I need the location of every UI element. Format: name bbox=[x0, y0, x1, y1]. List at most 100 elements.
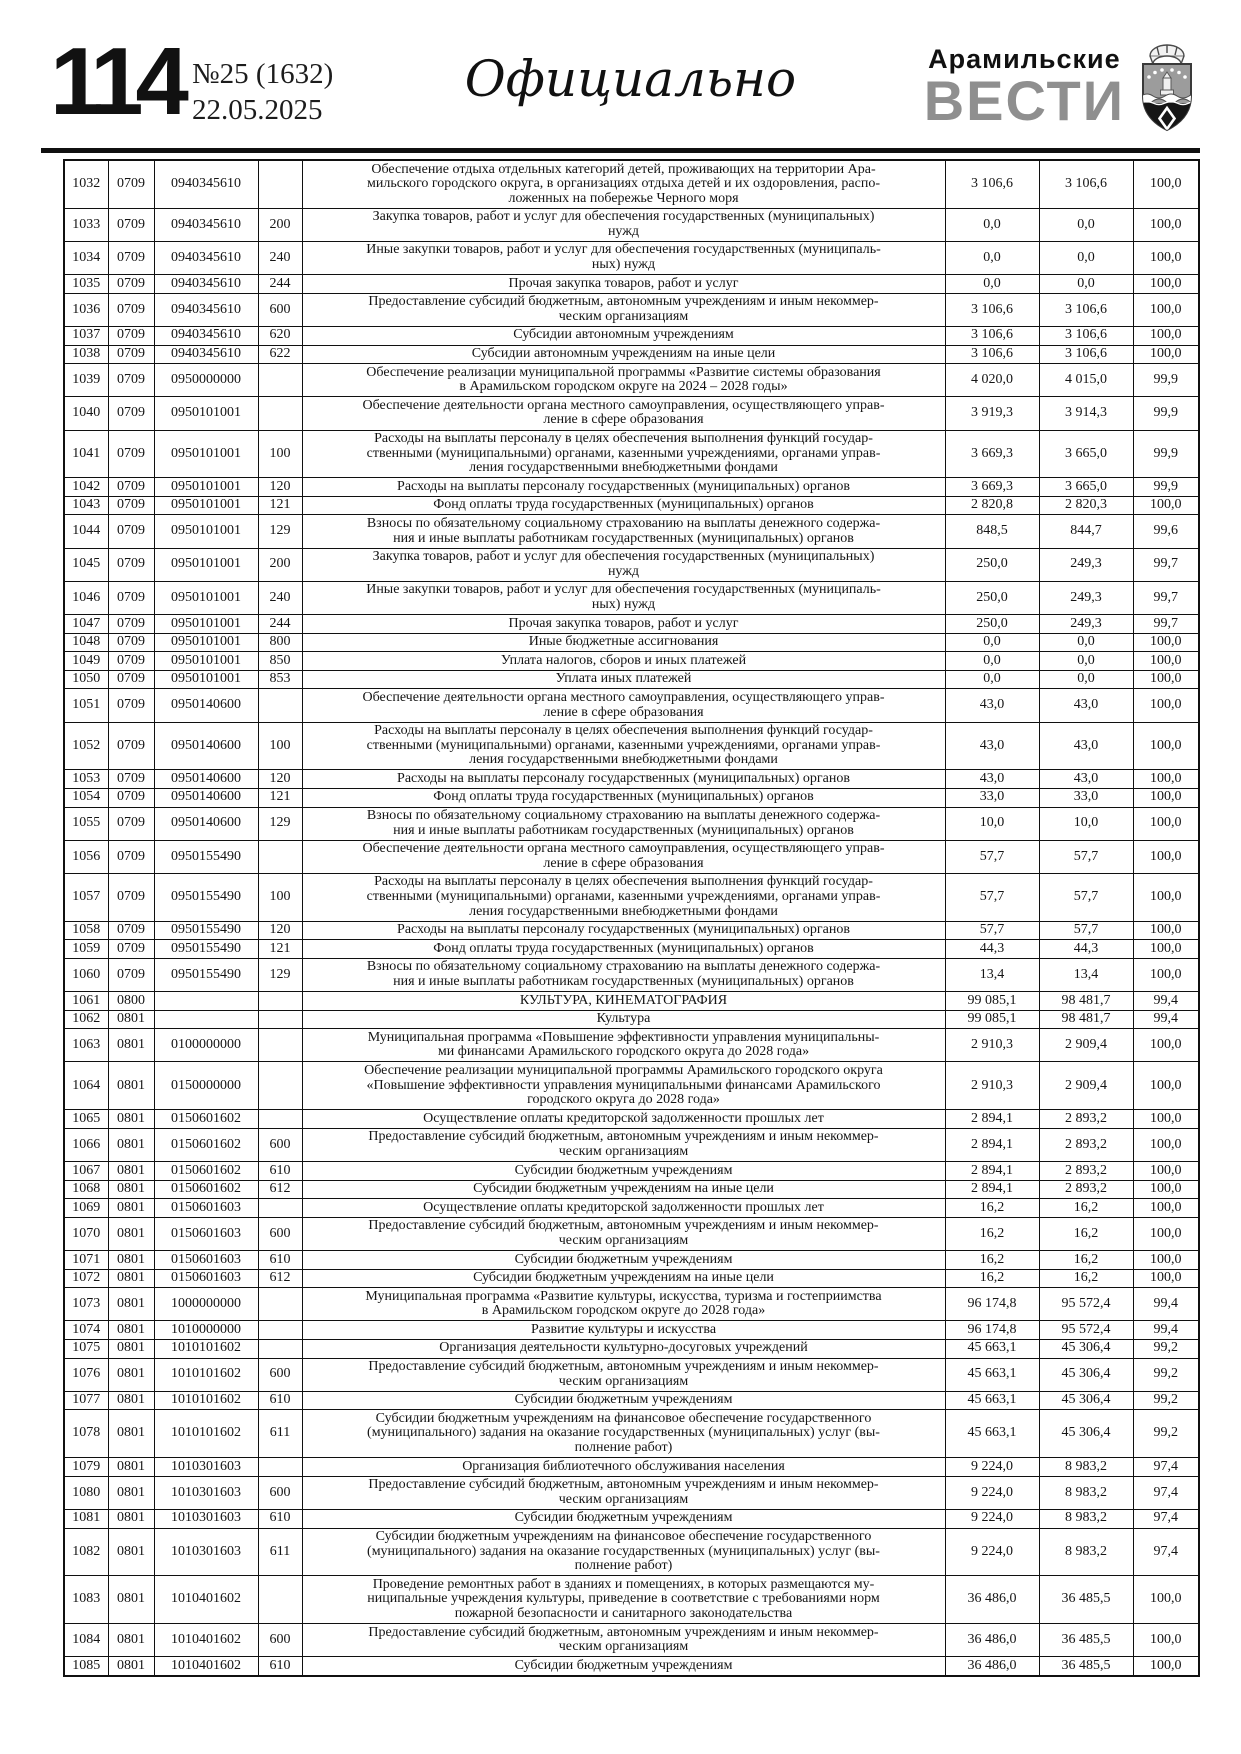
expense-type-code bbox=[257, 1338, 303, 1359]
expense-type-code: 610 bbox=[257, 1390, 303, 1411]
issue-block: №25 (1632) 22.05.2025 bbox=[192, 56, 333, 128]
section-code: 0801 bbox=[107, 1338, 155, 1359]
expense-name: Развитие культуры и искусства bbox=[301, 1320, 946, 1340]
executed-amount: 844,7 bbox=[1038, 514, 1134, 549]
expense-name: Муниципальная программа «Повышение эффек… bbox=[301, 1028, 946, 1063]
percent-executed: 100,0 bbox=[1132, 159, 1200, 209]
percent-executed: 99,9 bbox=[1132, 363, 1200, 398]
target-item-code: 1010401602 bbox=[153, 1656, 259, 1677]
table-row: 1046 0709 0950101001 240 Иные закупки товаро… bbox=[63, 580, 1200, 616]
expense-type-code: 100 bbox=[257, 721, 303, 771]
section-code: 0801 bbox=[107, 1409, 155, 1459]
section-code: 0709 bbox=[107, 240, 155, 276]
row-number: 1078 bbox=[63, 1409, 109, 1459]
target-item-code: 0950155490 bbox=[153, 872, 259, 922]
executed-amount: 43,0 bbox=[1038, 688, 1134, 723]
expense-type-code bbox=[257, 1320, 303, 1340]
executed-amount: 8 983,2 bbox=[1038, 1475, 1134, 1510]
issue-date: 22.05.2025 bbox=[192, 94, 323, 126]
header-divider bbox=[41, 148, 1200, 153]
row-number: 1066 bbox=[63, 1127, 109, 1163]
executed-amount: 98 481,7 bbox=[1038, 991, 1134, 1011]
table-row: 1041 0709 0950101001 100 Расходы на выплаты … bbox=[63, 429, 1200, 479]
expense-type-code: 600 bbox=[257, 1127, 303, 1163]
executed-amount: 57,7 bbox=[1038, 920, 1134, 941]
executed-amount: 3 914,3 bbox=[1038, 396, 1134, 431]
row-number: 1060 bbox=[63, 957, 109, 993]
executed-amount: 57,7 bbox=[1038, 872, 1134, 922]
table-row: 1052 0709 0950140600 100 Расходы на выплаты … bbox=[63, 721, 1200, 771]
executed-amount: 36 485,5 bbox=[1038, 1623, 1134, 1658]
expense-type-code: 120 bbox=[257, 769, 303, 789]
executed-amount: 2 820,3 bbox=[1038, 495, 1134, 516]
executed-amount: 249,3 bbox=[1038, 580, 1134, 616]
target-item-code: 0950155490 bbox=[153, 939, 259, 959]
percent-executed: 99,2 bbox=[1132, 1409, 1200, 1459]
expense-type-code: 129 bbox=[257, 806, 303, 841]
expense-name: Субсидии бюджетным учреждениям bbox=[301, 1250, 946, 1270]
row-number: 1054 bbox=[63, 787, 109, 808]
section-code: 0709 bbox=[107, 547, 155, 582]
row-number: 1081 bbox=[63, 1508, 109, 1529]
row-number: 1075 bbox=[63, 1338, 109, 1359]
section-code: 0709 bbox=[107, 651, 155, 671]
plan-amount: 2 894,1 bbox=[944, 1127, 1040, 1163]
table-row: 1056 0709 0950155490 Обеспечение деятельнос… bbox=[63, 839, 1200, 874]
brand-name-bottom: ВЕСТИ bbox=[923, 69, 1125, 132]
plan-amount: 16,2 bbox=[944, 1268, 1040, 1289]
expense-type-code: 121 bbox=[257, 787, 303, 808]
row-number: 1082 bbox=[63, 1527, 109, 1577]
section-code: 0801 bbox=[107, 1250, 155, 1270]
table-row: 1081 0801 1010301603 610 Субсидии бюджетным … bbox=[63, 1508, 1200, 1529]
executed-amount: 45 306,4 bbox=[1038, 1357, 1134, 1392]
expense-name: Субсидии бюджетным учреждениям bbox=[301, 1508, 946, 1529]
table-row: 1074 0801 1010000000 Развитие культуры и ис… bbox=[63, 1320, 1200, 1340]
table-row: 1070 0801 0150601603 600 Предоставление субс… bbox=[63, 1216, 1200, 1252]
plan-amount: 44,3 bbox=[944, 939, 1040, 959]
executed-amount: 95 572,4 bbox=[1038, 1320, 1134, 1340]
expense-type-code: 620 bbox=[257, 325, 303, 346]
expense-name: Расходы на выплаты персоналу государстве… bbox=[301, 920, 946, 941]
executed-amount: 44,3 bbox=[1038, 939, 1134, 959]
expense-name: Осуществление оплаты кредиторской задолж… bbox=[301, 1198, 946, 1218]
section-code: 0801 bbox=[107, 1061, 155, 1111]
plan-amount: 57,7 bbox=[944, 872, 1040, 922]
target-item-code: 1010000000 bbox=[153, 1320, 259, 1340]
executed-amount: 8 983,2 bbox=[1038, 1527, 1134, 1577]
percent-executed: 100,0 bbox=[1132, 344, 1200, 365]
percent-executed: 100,0 bbox=[1132, 1656, 1200, 1677]
target-item-code: 0150601602 bbox=[153, 1127, 259, 1163]
expense-name: Субсидии автономным учреждениям на иные … bbox=[301, 344, 946, 365]
percent-executed: 100,0 bbox=[1132, 721, 1200, 771]
target-item-code bbox=[153, 991, 259, 1011]
expense-type-code: 600 bbox=[257, 1216, 303, 1252]
target-item-code: 0940345610 bbox=[153, 344, 259, 365]
table-row: 1085 0801 1010401602 610 Субсидии бюджетным … bbox=[63, 1656, 1200, 1677]
expense-name: Субсидии бюджетным учреждениям на финанс… bbox=[301, 1409, 946, 1459]
expense-type-code: 853 bbox=[257, 669, 303, 690]
percent-executed: 100,0 bbox=[1132, 688, 1200, 723]
row-number: 1069 bbox=[63, 1198, 109, 1218]
row-number: 1032 bbox=[63, 159, 109, 209]
expense-name: Взносы по обязательному социальному стра… bbox=[301, 514, 946, 549]
target-item-code: 0150601603 bbox=[153, 1250, 259, 1270]
row-number: 1045 bbox=[63, 547, 109, 582]
expense-name: Закупка товаров, работ и услуг для обесп… bbox=[301, 207, 946, 242]
plan-amount: 0,0 bbox=[944, 669, 1040, 690]
target-item-code: 1010101602 bbox=[153, 1390, 259, 1411]
target-item-code: 1010301603 bbox=[153, 1527, 259, 1577]
row-number: 1043 bbox=[63, 495, 109, 516]
section-code: 0709 bbox=[107, 632, 155, 653]
row-number: 1058 bbox=[63, 920, 109, 941]
plan-amount: 43,0 bbox=[944, 721, 1040, 771]
table-row: 1068 0801 0150601602 612 Субсидии бюджетным … bbox=[63, 1179, 1200, 1200]
percent-executed: 100,0 bbox=[1132, 1250, 1200, 1270]
row-number: 1065 bbox=[63, 1109, 109, 1129]
expense-name: Предоставление субсидий бюджетным, автон… bbox=[301, 1216, 946, 1252]
target-item-code: 0950140600 bbox=[153, 806, 259, 841]
table-row: 1040 0709 0950101001 Обеспечение деятельнос… bbox=[63, 396, 1200, 431]
percent-executed: 100,0 bbox=[1132, 1268, 1200, 1289]
percent-executed: 100,0 bbox=[1132, 872, 1200, 922]
executed-amount: 2 893,2 bbox=[1038, 1179, 1134, 1200]
expense-type-code: 600 bbox=[257, 1475, 303, 1510]
